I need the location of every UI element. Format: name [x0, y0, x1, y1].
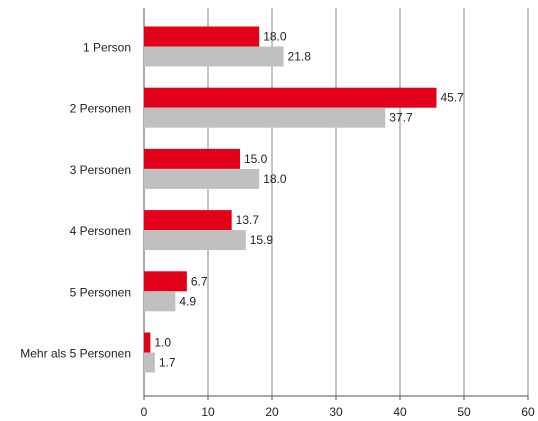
bar-series-2 [144, 46, 284, 67]
category-label: 3 Personen [70, 163, 131, 177]
category-label: 4 Personen [70, 224, 131, 238]
bar-series-2 [144, 352, 155, 373]
value-label: 13.7 [236, 213, 260, 227]
bar-series-2 [144, 291, 176, 312]
value-label: 18.0 [263, 30, 287, 44]
value-label: 18.0 [263, 172, 287, 186]
x-tick-label: 30 [329, 405, 343, 419]
bar-series-1 [144, 26, 260, 47]
value-label: 15.0 [244, 152, 268, 166]
bar-series-1 [144, 210, 232, 231]
x-tick-label: 10 [201, 405, 215, 419]
gridlines [143, 8, 529, 397]
bar-series-1 [144, 87, 437, 108]
x-tick-label: 60 [521, 405, 535, 419]
category-labels: 1 Person 2 Personen 3 Personen 4 Personen 5 … [20, 41, 131, 361]
bar-series-1 [144, 271, 187, 292]
x-tick-label: 50 [457, 405, 471, 419]
bar-series-1 [144, 332, 151, 353]
bar-series-1 [144, 148, 240, 169]
bar-series-2 [144, 168, 260, 189]
value-label: 15.9 [250, 233, 274, 247]
value-label: 1.7 [159, 356, 176, 370]
bar-series-2 [144, 107, 386, 128]
category-label: 1 Person [83, 41, 131, 55]
x-tick-label: 20 [265, 405, 279, 419]
value-label: 6.7 [191, 274, 208, 288]
value-labels: 18.021.845.737.715.018.013.715.96.74.91.… [154, 30, 464, 370]
category-label: 5 Personen [70, 285, 131, 299]
x-axis-ticks: 0 10 20 30 40 50 60 [141, 396, 535, 419]
bars [144, 26, 437, 373]
value-label: 37.7 [389, 111, 413, 125]
category-label: Mehr als 5 Personen [20, 347, 131, 361]
x-tick-label: 40 [393, 405, 407, 419]
x-tick-label: 0 [141, 405, 148, 419]
value-label: 21.8 [288, 50, 312, 64]
value-label: 4.9 [179, 294, 196, 308]
category-label: 2 Personen [70, 102, 131, 116]
value-label: 45.7 [440, 91, 464, 105]
bar-series-2 [144, 230, 246, 251]
value-label: 1.0 [154, 336, 171, 350]
